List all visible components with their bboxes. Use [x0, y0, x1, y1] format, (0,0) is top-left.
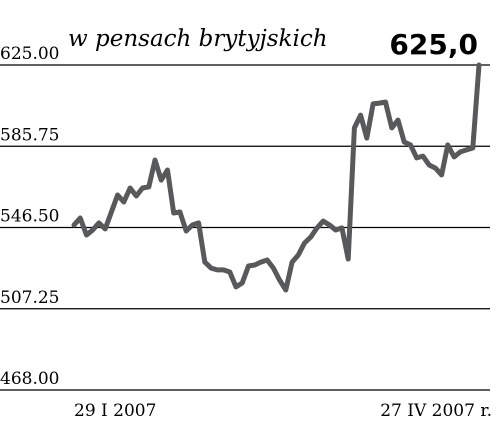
y-tick-label: 585.75	[0, 125, 59, 145]
x-tick-label: 27 IV 2007 r.	[380, 401, 492, 421]
chart-title: w pensach brytyjskich	[68, 26, 328, 52]
x-tick-label: 29 I 2007	[74, 401, 156, 421]
y-tick-label: 546.50	[0, 207, 59, 227]
y-tick-label: 625.00	[0, 44, 59, 64]
y-tick-label: 468.00	[0, 369, 59, 389]
headline: 625,0	[389, 28, 478, 61]
line	[71, 62, 482, 293]
y-tick-label: 507.25	[0, 288, 59, 308]
